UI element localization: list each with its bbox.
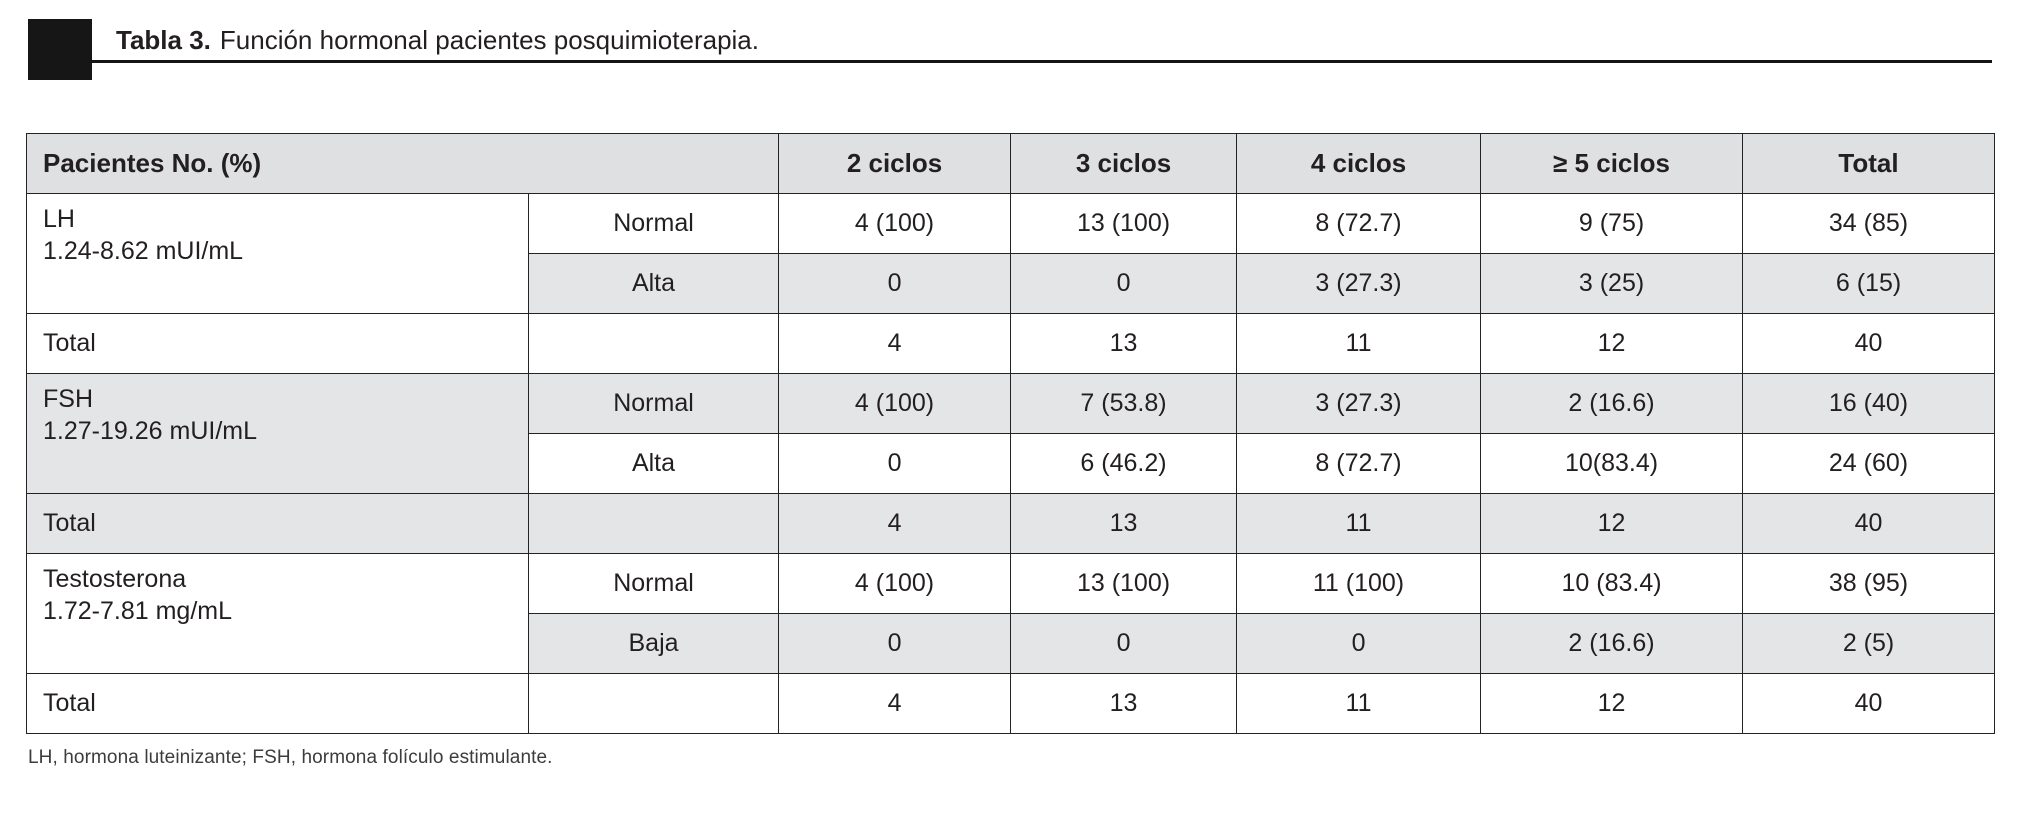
total-label-cell: Total bbox=[26, 313, 529, 374]
table-row-fsh-normal: FSH 1.27-19.26 mUI/mL Normal 4 (100) 7 (… bbox=[26, 373, 1996, 494]
total-value-cell: 40 bbox=[1742, 313, 1996, 374]
empty-cell bbox=[527, 493, 780, 554]
column-header-5-ciclos: ≥ 5 ciclos bbox=[1480, 133, 1744, 194]
value-cell: 3 (25) bbox=[1480, 253, 1744, 314]
category-cell: Normal bbox=[527, 553, 780, 614]
table-row-lh-normal: LH 1.24-8.62 mUI/mL Normal 4 (100) 13 (1… bbox=[26, 193, 1996, 314]
value-cell: 0 bbox=[1010, 253, 1238, 314]
table-caption: Tabla 3. Función hormonal pacientes posqu… bbox=[28, 16, 1992, 88]
value-cell: 6 (15) bbox=[1742, 253, 1996, 314]
value-cell: 13 (100) bbox=[1010, 553, 1238, 614]
column-header-2-ciclos: 2 ciclos bbox=[778, 133, 1012, 194]
value-cell: 0 bbox=[1010, 613, 1238, 674]
group-name: Testosterona bbox=[43, 565, 187, 593]
total-value-cell: 12 bbox=[1480, 673, 1744, 734]
column-header-total: Total bbox=[1742, 133, 1996, 194]
table-title-label: Tabla 3. bbox=[116, 25, 211, 55]
value-cell: 24 (60) bbox=[1742, 433, 1996, 494]
hormone-function-table: Pacientes No. (%) 2 ciclos 3 ciclos 4 ci… bbox=[25, 133, 1996, 734]
total-label-cell: Total bbox=[26, 493, 529, 554]
group-name: FSH bbox=[43, 385, 93, 413]
value-cell: 4 (100) bbox=[778, 373, 1012, 434]
table-total-row-testosterona: Total 4 13 11 12 40 bbox=[26, 673, 1996, 734]
category-cell: Normal bbox=[527, 373, 780, 434]
value-cell: 2 (5) bbox=[1742, 613, 1996, 674]
group-name: LH bbox=[43, 205, 75, 233]
value-cell: 38 (95) bbox=[1742, 553, 1996, 614]
group-label-testosterona: Testosterona 1.72-7.81 mg/mL bbox=[26, 553, 529, 674]
group-range: 1.27-19.26 mUI/mL bbox=[43, 417, 257, 445]
total-value-cell: 12 bbox=[1480, 313, 1744, 374]
empty-cell bbox=[527, 313, 780, 374]
table-header-row: Pacientes No. (%) 2 ciclos 3 ciclos 4 ci… bbox=[25, 133, 1996, 194]
total-value-cell: 13 bbox=[1010, 673, 1238, 734]
value-cell: 13 (100) bbox=[1010, 193, 1238, 254]
table-title-text: Función hormonal pacientes posquimiotera… bbox=[219, 25, 759, 55]
value-cell: 10(83.4) bbox=[1480, 433, 1744, 494]
total-value-cell: 4 bbox=[778, 313, 1012, 374]
column-header-pacientes: Pacientes No. (%) bbox=[25, 133, 780, 194]
total-value-cell: 12 bbox=[1480, 493, 1744, 554]
category-cell: Normal bbox=[527, 193, 780, 254]
column-header-4-ciclos: 4 ciclos bbox=[1236, 133, 1482, 194]
total-value-cell: 13 bbox=[1010, 493, 1238, 554]
total-value-cell: 40 bbox=[1742, 673, 1996, 734]
table-title: Tabla 3. Función hormonal pacientes posqu… bbox=[116, 25, 759, 56]
total-value-cell: 11 bbox=[1236, 313, 1482, 374]
total-label-cell: Total bbox=[26, 673, 529, 734]
value-cell: 0 bbox=[778, 253, 1012, 314]
category-cell: Baja bbox=[527, 613, 780, 674]
total-value-cell: 40 bbox=[1742, 493, 1996, 554]
value-cell: 0 bbox=[778, 433, 1012, 494]
column-header-3-ciclos: 3 ciclos bbox=[1010, 133, 1238, 194]
total-value-cell: 4 bbox=[778, 493, 1012, 554]
total-value-cell: 11 bbox=[1236, 673, 1482, 734]
footnote: LH, hormona luteinizante; FSH, hormona f… bbox=[28, 747, 553, 768]
total-value-cell: 4 bbox=[778, 673, 1012, 734]
value-cell: 2 (16.6) bbox=[1480, 373, 1744, 434]
table-row-lh-alta: Alta 0 0 3 (27.3) 3 (25) 6 (15) bbox=[27, 253, 1996, 314]
table-row-testosterona-baja: Baja 0 0 0 2 (16.6) 2 (5) bbox=[27, 613, 1996, 674]
value-cell: 16 (40) bbox=[1742, 373, 1996, 434]
category-cell: Alta bbox=[527, 433, 780, 494]
table-total-row-fsh: Total 4 13 11 12 40 bbox=[26, 493, 1996, 554]
value-cell: 4 (100) bbox=[778, 193, 1012, 254]
value-cell: 34 (85) bbox=[1742, 193, 1996, 254]
value-cell: 3 (27.3) bbox=[1236, 253, 1482, 314]
value-cell: 6 (46.2) bbox=[1010, 433, 1238, 494]
group-range: 1.24-8.62 mUI/mL bbox=[43, 237, 244, 265]
value-cell: 7 (53.8) bbox=[1010, 373, 1238, 434]
group-range: 1.72-7.81 mg/mL bbox=[43, 597, 232, 625]
table-row-testosterona-normal: Testosterona 1.72-7.81 mg/mL Normal 4 (1… bbox=[26, 553, 1996, 674]
group-label-fsh: FSH 1.27-19.26 mUI/mL bbox=[26, 373, 529, 494]
empty-cell bbox=[527, 673, 780, 734]
value-cell: 0 bbox=[778, 613, 1012, 674]
value-cell: 11 (100) bbox=[1236, 553, 1482, 614]
value-cell: 0 bbox=[1236, 613, 1482, 674]
value-cell: 10 (83.4) bbox=[1480, 553, 1744, 614]
title-marker-square-icon bbox=[28, 19, 92, 80]
value-cell: 2 (16.6) bbox=[1480, 613, 1744, 674]
category-cell: Alta bbox=[527, 253, 780, 314]
table-total-row-lh: Total 4 13 11 12 40 bbox=[26, 313, 1996, 374]
value-cell: 8 (72.7) bbox=[1236, 433, 1482, 494]
value-cell: 3 (27.3) bbox=[1236, 373, 1482, 434]
title-rule bbox=[28, 60, 1992, 63]
total-value-cell: 11 bbox=[1236, 493, 1482, 554]
value-cell: 8 (72.7) bbox=[1236, 193, 1482, 254]
value-cell: 4 (100) bbox=[778, 553, 1012, 614]
total-value-cell: 13 bbox=[1010, 313, 1238, 374]
group-label-lh: LH 1.24-8.62 mUI/mL bbox=[26, 193, 529, 314]
value-cell: 9 (75) bbox=[1480, 193, 1744, 254]
